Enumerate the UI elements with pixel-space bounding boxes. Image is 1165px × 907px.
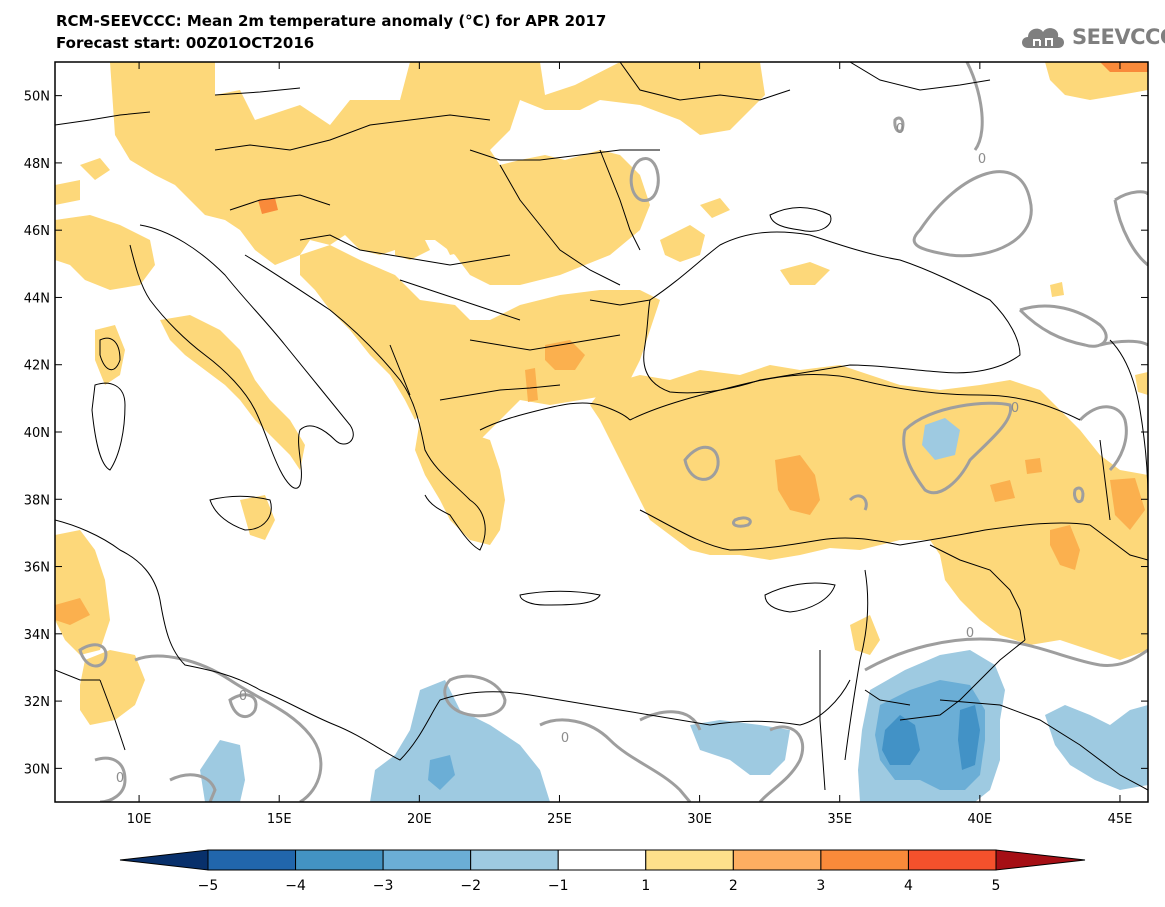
- forecast-start-label: Forecast start: 00Z01OCT2016: [56, 34, 315, 52]
- lon-tick-label: 15E: [267, 812, 292, 827]
- contour-label: 0: [966, 626, 974, 641]
- contour-label: 0: [896, 122, 904, 137]
- lon-tick-label: 35E: [827, 812, 852, 827]
- warm-anomaly-3-4: [258, 62, 1148, 214]
- colorbar-segment: [295, 849, 384, 871]
- contour-label: 0: [116, 771, 124, 786]
- colorbar-segment: [207, 849, 297, 871]
- colorbar-segment: [732, 849, 822, 871]
- colorbar-label: −3: [373, 878, 394, 894]
- colorbar-label: 3: [816, 878, 825, 894]
- colorbar-label: 2: [729, 878, 738, 894]
- colorbar-label: −1: [548, 878, 569, 894]
- lat-tick-label: 50N: [24, 90, 50, 105]
- contour-label: 0: [1011, 401, 1019, 416]
- contour-label: 0: [978, 152, 986, 167]
- lat-tick-label: 40N: [24, 426, 50, 441]
- colorbar-segment: [382, 849, 472, 871]
- colorbar-label: 5: [992, 878, 1001, 894]
- lat-tick-label: 34N: [24, 628, 50, 643]
- cool-anomaly-3-4: [882, 705, 980, 770]
- map-title: RCM-SEEVCCC: Mean 2m temperature anomaly…: [56, 12, 607, 30]
- contour-label: 0: [239, 689, 247, 704]
- lat-tick-label: 38N: [24, 493, 50, 508]
- colorbar-segment: [907, 849, 997, 871]
- colorbar: [119, 849, 1086, 871]
- lat-tick-label: 32N: [24, 695, 50, 710]
- colorbar-segment: [645, 849, 734, 871]
- zero-contours: [78, 62, 1148, 802]
- logo-text: SEEVCCC: [1072, 25, 1165, 49]
- lon-tick-label: 20E: [407, 812, 432, 827]
- lat-tick-label: 44N: [24, 291, 50, 306]
- lon-tick-label: 40E: [967, 812, 992, 827]
- colorbar-label: −2: [460, 878, 481, 894]
- colorbar-min-arrow: [119, 849, 209, 871]
- colorbar-segment: [557, 849, 647, 871]
- land-outlines: [55, 62, 1148, 791]
- colorbar-segment: [470, 849, 559, 871]
- lat-tick-label: 30N: [24, 762, 50, 777]
- colorbar-label: −5: [198, 878, 219, 894]
- contour-labels: 0 0 0 0 0 0 0: [116, 122, 1019, 786]
- colorbar-label: 4: [904, 878, 913, 894]
- lon-tick-label: 25E: [547, 812, 572, 827]
- lat-tick-label: 36N: [24, 561, 50, 576]
- colorbar-label: −4: [285, 878, 306, 894]
- colorbar-label: 1: [641, 878, 650, 894]
- map-area: 0 0 0 0 0 0 0: [55, 62, 1148, 802]
- warm-anomaly-2-3: [55, 340, 1145, 625]
- lon-tick-label: 30E: [687, 812, 712, 827]
- cloud-icon: [1022, 28, 1064, 48]
- colorbar-max-arrow: [995, 849, 1086, 871]
- seevccc-logo: SEEVCCC: [1018, 22, 1165, 52]
- longitude-axis: 10E 15E 20E 25E 30E 35E 40E 45E: [127, 62, 1133, 827]
- lon-tick-label: 10E: [127, 812, 152, 827]
- colorbar-segment: [820, 849, 909, 871]
- colorbar-labels: −5 −4 −3 −2 −1 1 2 3 4 5: [198, 878, 1001, 894]
- lat-tick-label: 48N: [24, 157, 50, 172]
- lat-tick-label: 42N: [24, 359, 50, 374]
- contour-label: 0: [561, 731, 569, 746]
- lon-tick-label: 45E: [1108, 812, 1133, 827]
- lat-tick-label: 46N: [24, 224, 50, 239]
- latitude-axis: 50N 48N 46N 44N 42N 40N 38N 36N 34N 32N 30N: [24, 90, 1148, 777]
